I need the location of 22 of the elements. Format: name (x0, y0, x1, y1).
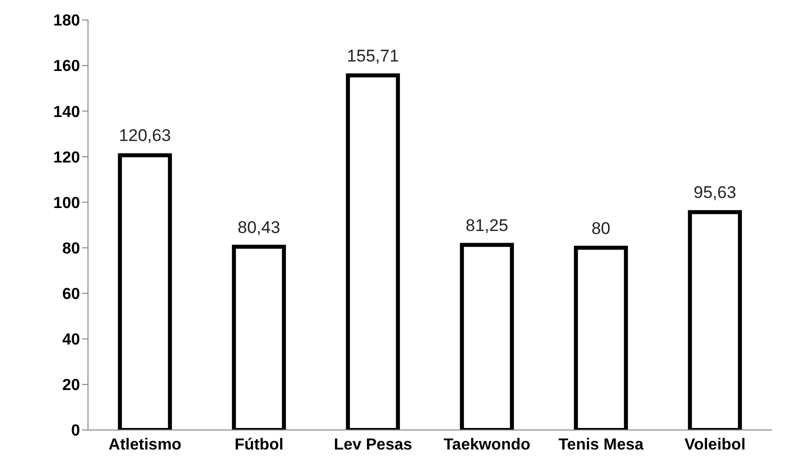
y-tick-label: 140 (53, 104, 80, 121)
y-tick-label: 40 (62, 332, 80, 349)
data-label: 80,43 (238, 218, 280, 237)
data-label: 80 (591, 218, 610, 238)
x-tick-label: Atletismo (108, 436, 182, 454)
x-tick-label: Fútbol (234, 436, 284, 454)
data-label: 120,63 (118, 126, 171, 146)
x-tick-label: Lev Pesas (334, 436, 412, 454)
data-label: 155,71 (346, 46, 399, 66)
x-tick-label: Taekwondo (444, 436, 531, 454)
y-tick-label: 80 (62, 240, 80, 258)
y-tick-label: 0 (71, 422, 80, 440)
y-tick-label: 160 (53, 58, 80, 76)
data-label: 95,63 (694, 183, 736, 202)
y-tick-label: 100 (53, 194, 80, 212)
y-tick-label: 20 (62, 377, 80, 394)
y-tick-label: 120 (53, 149, 80, 166)
x-tick-label: Voleibol (684, 436, 746, 454)
y-tick-label: 60 (62, 286, 80, 304)
data-label: 81,25 (466, 216, 508, 235)
y-tick-label: 180 (53, 12, 80, 30)
x-tick-label: Tenis Mesa (558, 436, 644, 454)
